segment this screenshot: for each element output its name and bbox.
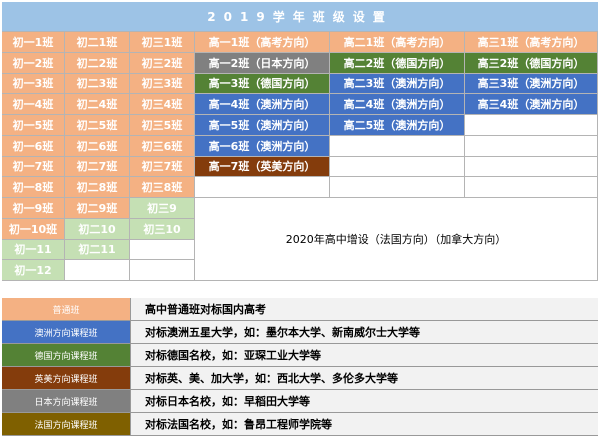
- class-cell[interactable]: 高一6班（澳洲方向）: [195, 135, 330, 157]
- legend-label[interactable]: 日本方向课程班: [2, 390, 130, 413]
- class-cell[interactable]: 高一2班（日本方向）: [195, 52, 330, 74]
- class-cell[interactable]: 初三3班: [130, 73, 195, 95]
- class-cell[interactable]: [195, 177, 330, 198]
- class-cell[interactable]: 初一8班: [2, 177, 65, 198]
- class-cell[interactable]: 初三6班: [130, 135, 195, 157]
- legend-description[interactable]: 对标法国名校，如：鲁昂工程师学院等: [130, 413, 598, 436]
- legend-label[interactable]: 法国方向课程班: [2, 413, 130, 436]
- class-cell[interactable]: 高二2班（德国方向）: [330, 52, 465, 74]
- class-cell[interactable]: [330, 156, 465, 178]
- legend-description[interactable]: 对标日本名校，如：早稻田大学等: [130, 390, 598, 413]
- class-cell[interactable]: 初二7班: [65, 156, 130, 178]
- class-cell[interactable]: 初三1班: [130, 32, 195, 53]
- class-cell[interactable]: 高二4班（澳洲方向）: [330, 94, 465, 115]
- class-cell[interactable]: 初三2班: [130, 52, 195, 74]
- class-cell[interactable]: [130, 239, 195, 261]
- legend-label[interactable]: 德国方向课程班: [2, 344, 130, 367]
- class-cell[interactable]: [465, 177, 598, 198]
- legend-description[interactable]: 对标德国名校，如：亚琛工业大学等: [130, 344, 598, 367]
- sheet-title: 2019学年班级设置: [2, 2, 598, 32]
- class-cell[interactable]: 初一11: [2, 239, 65, 261]
- class-cell[interactable]: [465, 156, 598, 178]
- class-cell[interactable]: 高三3班（澳洲方向）: [465, 73, 598, 95]
- class-cell[interactable]: 初三4班: [130, 94, 195, 115]
- class-cell[interactable]: [130, 260, 195, 281]
- class-cell[interactable]: 高一7班（英美方向）: [195, 156, 330, 178]
- class-cell[interactable]: 初二8班: [65, 177, 130, 198]
- class-cell[interactable]: 初一2班: [2, 52, 65, 74]
- class-cell[interactable]: 高一4班（澳洲方向）: [195, 94, 330, 115]
- legend-description[interactable]: 高中普通班对标国内高考: [130, 298, 598, 321]
- class-cell[interactable]: 初二6班: [65, 135, 130, 157]
- class-cell[interactable]: 初二1班: [65, 32, 130, 53]
- class-cell[interactable]: 高一5班（澳洲方向）: [195, 115, 330, 136]
- class-cell[interactable]: 初一3班: [2, 73, 65, 95]
- class-cell[interactable]: 初一5班: [2, 115, 65, 136]
- class-cell[interactable]: 高二3班（澳洲方向）: [330, 73, 465, 95]
- class-cell[interactable]: 初一4班: [2, 94, 65, 115]
- class-cell[interactable]: 初二9班: [65, 198, 130, 219]
- class-cell[interactable]: 初三9: [130, 198, 195, 219]
- class-cell[interactable]: 初一1班: [2, 32, 65, 53]
- class-cell[interactable]: 高三4班（澳洲方向）: [465, 94, 598, 115]
- class-cell[interactable]: 初一10班: [2, 218, 65, 240]
- merged-note-cell[interactable]: 2020年高中增设（法国方向）（加拿大方向）: [195, 198, 598, 281]
- class-cell[interactable]: 高二1班（高考方向）: [330, 32, 465, 53]
- class-cell[interactable]: 初二3班: [65, 73, 130, 95]
- class-cell[interactable]: 高三2班（德国方向）: [465, 52, 598, 74]
- legend-description[interactable]: 对标英、美、加大学，如：西北大学、多伦多大学等: [130, 367, 598, 390]
- class-cell[interactable]: 初一6班: [2, 135, 65, 157]
- class-cell[interactable]: 初三7班: [130, 156, 195, 178]
- legend-label[interactable]: 普通班: [2, 298, 130, 321]
- class-cell[interactable]: [330, 135, 465, 157]
- class-cell[interactable]: 初三10: [130, 218, 195, 240]
- class-cell[interactable]: 初一7班: [2, 156, 65, 178]
- legend-label[interactable]: 英美方向课程班: [2, 367, 130, 390]
- class-cell[interactable]: 高一3班（德国方向）: [195, 73, 330, 95]
- class-cell[interactable]: 初二5班: [65, 115, 130, 136]
- class-cell[interactable]: 初三8班: [130, 177, 195, 198]
- class-cell[interactable]: [465, 135, 598, 157]
- class-cell[interactable]: [65, 260, 130, 281]
- class-cell[interactable]: 高一1班（高考方向）: [195, 32, 330, 53]
- class-cell[interactable]: 初二2班: [65, 52, 130, 74]
- class-cell[interactable]: 初二11: [65, 239, 130, 261]
- class-cell[interactable]: 高二5班（澳洲方向）: [330, 115, 465, 136]
- class-cell[interactable]: 初二4班: [65, 94, 130, 115]
- class-cell[interactable]: [330, 177, 465, 198]
- class-cell[interactable]: 初三5班: [130, 115, 195, 136]
- class-cell[interactable]: 高三1班（高考方向）: [465, 32, 598, 53]
- legend-label[interactable]: 澳洲方向课程班: [2, 321, 130, 344]
- class-cell[interactable]: 初二10: [65, 218, 130, 240]
- class-cell[interactable]: 初一9班: [2, 198, 65, 219]
- legend-description[interactable]: 对标澳洲五星大学，如：墨尔本大学、新南威尔士大学等: [130, 321, 598, 344]
- class-cell[interactable]: [465, 115, 598, 136]
- class-cell[interactable]: 初一12: [2, 260, 65, 281]
